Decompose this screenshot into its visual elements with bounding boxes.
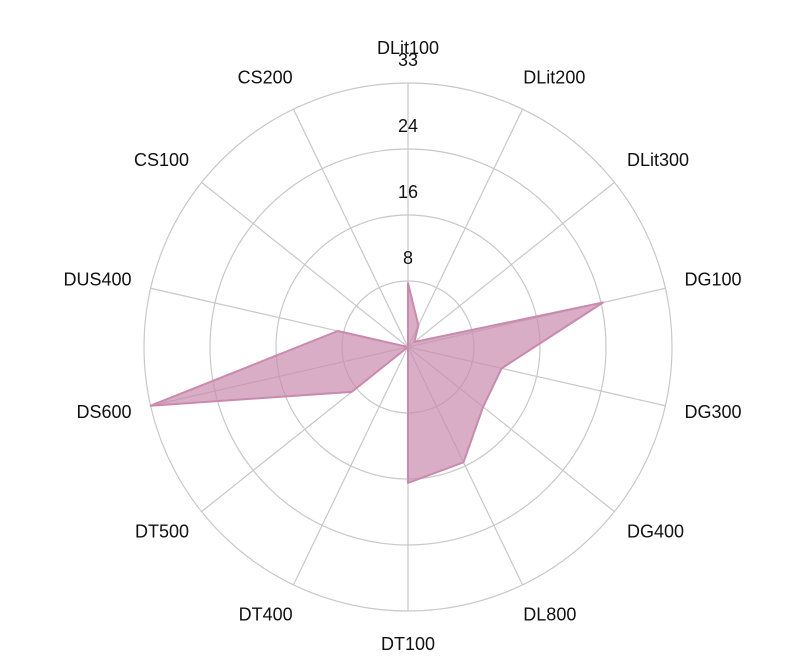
- spoke-dt400: [292, 346, 409, 586]
- category-label-dus400: DUS400: [63, 269, 131, 289]
- category-label-dt100: DT100: [381, 634, 435, 654]
- series-1-area: [149, 282, 604, 484]
- category-label-dt400: DT400: [239, 604, 293, 624]
- series-layer: [149, 282, 604, 484]
- category-label-dg100: DG100: [685, 269, 742, 289]
- spoke-cs200: [292, 108, 409, 348]
- category-label-dlit300: DLit300: [627, 150, 689, 170]
- category-label-dg300: DG300: [685, 402, 742, 422]
- category-label-dlit100: DLit100: [377, 38, 439, 58]
- category-label-dt500: DT500: [135, 522, 189, 542]
- category-labels: DLit100 DLit200 DLit300 DG100 DG300 DG400 DL80…: [63, 38, 741, 654]
- spoke-dlit300: [407, 181, 615, 348]
- radial-tick-labels: 8 16 24 33: [398, 50, 418, 268]
- category-label-dlit200: DLit200: [523, 67, 585, 87]
- category-label-cs100: CS100: [134, 150, 189, 170]
- spoke-dlit200: [407, 108, 524, 348]
- category-label-cs200: CS200: [238, 67, 293, 87]
- category-label-dl800: DL800: [523, 604, 576, 624]
- radial-tick-8: 8: [403, 248, 413, 268]
- radial-tick-24: 24: [398, 116, 418, 136]
- spoke-cs100: [201, 181, 409, 348]
- radial-tick-16: 16: [398, 182, 418, 202]
- radial-tick-33: 33: [398, 50, 418, 70]
- category-label-ds600: DS600: [76, 402, 131, 422]
- category-label-dg400: DG400: [627, 522, 684, 542]
